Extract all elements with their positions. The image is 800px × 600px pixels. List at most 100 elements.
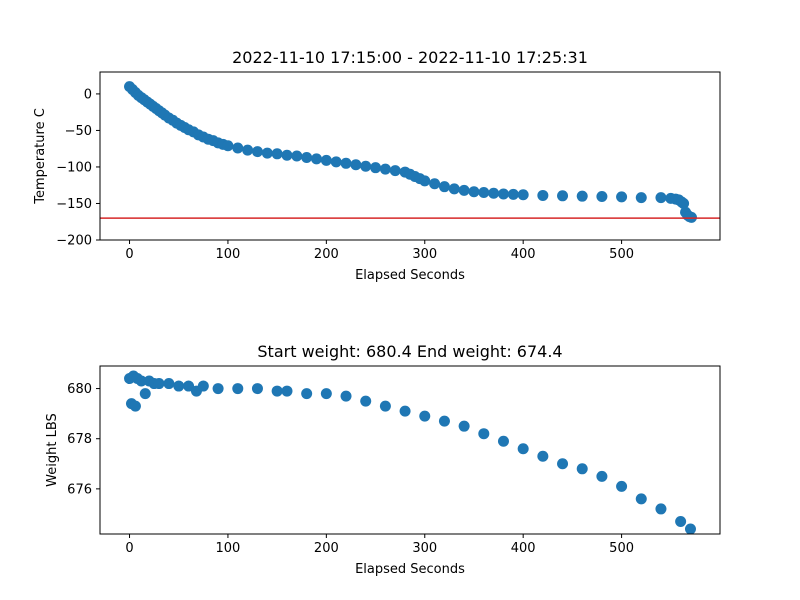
data-point bbox=[596, 191, 608, 203]
data-point bbox=[429, 178, 441, 190]
y-tick-label: −200 bbox=[56, 234, 92, 249]
data-point bbox=[271, 148, 283, 160]
data-point bbox=[438, 181, 450, 193]
data-point bbox=[340, 390, 352, 402]
data-point bbox=[497, 435, 509, 447]
data-point bbox=[517, 189, 529, 201]
y-tick-label: 678 bbox=[67, 432, 92, 447]
data-point bbox=[261, 147, 273, 159]
data-point bbox=[232, 142, 244, 154]
data-point bbox=[458, 184, 470, 196]
data-point bbox=[173, 380, 185, 392]
data-point bbox=[301, 388, 313, 400]
data-point bbox=[163, 378, 175, 390]
data-point bbox=[399, 405, 411, 417]
data-point bbox=[655, 192, 667, 204]
data-point bbox=[320, 388, 332, 400]
chart-panel-1: 2022-11-10 17:15:00 - 2022-11-10 17:25:3… bbox=[33, 48, 721, 283]
data-point bbox=[517, 443, 529, 455]
y-axis-label: Temperature C bbox=[33, 108, 48, 205]
data-point bbox=[438, 415, 450, 427]
data-point bbox=[242, 144, 254, 156]
data-point bbox=[478, 428, 490, 440]
x-tick-label: 200 bbox=[314, 247, 339, 262]
data-point bbox=[330, 156, 342, 168]
y-tick-label: 0 bbox=[84, 87, 92, 102]
data-point bbox=[675, 515, 687, 527]
data-point bbox=[360, 160, 372, 172]
data-point bbox=[458, 420, 470, 432]
axes-frame bbox=[99, 71, 721, 241]
x-tick-label: 100 bbox=[216, 541, 241, 556]
data-point bbox=[497, 188, 509, 200]
data-point bbox=[537, 189, 549, 201]
x-tick-label: 400 bbox=[511, 541, 536, 556]
y-axis-label: Weight LBS bbox=[45, 413, 60, 487]
data-point bbox=[616, 191, 628, 203]
x-tick-label: 0 bbox=[125, 541, 133, 556]
y-tick-label: −100 bbox=[56, 160, 92, 175]
x-tick-label: 500 bbox=[609, 541, 634, 556]
data-point bbox=[678, 197, 690, 209]
data-point bbox=[379, 400, 391, 412]
data-point bbox=[340, 157, 352, 169]
data-series bbox=[124, 370, 696, 534]
x-tick-label: 300 bbox=[412, 541, 437, 556]
data-point bbox=[684, 523, 696, 534]
data-point bbox=[635, 192, 647, 204]
data-point bbox=[281, 385, 293, 397]
data-point bbox=[635, 493, 647, 505]
data-point bbox=[197, 380, 209, 392]
data-point bbox=[232, 383, 244, 395]
y-tick-label: −150 bbox=[56, 197, 92, 212]
chart-panel-2: Start weight: 680.4 End weight: 674.4 0 10… bbox=[45, 342, 721, 577]
data-point bbox=[129, 400, 141, 412]
data-point bbox=[576, 463, 588, 475]
data-point bbox=[557, 190, 569, 202]
data-point bbox=[360, 395, 372, 407]
data-point bbox=[379, 163, 391, 175]
data-point bbox=[291, 150, 303, 162]
data-point bbox=[576, 190, 588, 202]
data-point bbox=[389, 165, 401, 177]
data-point bbox=[153, 378, 165, 390]
x-tick-label: 200 bbox=[314, 541, 339, 556]
data-point bbox=[596, 470, 608, 482]
data-point bbox=[251, 383, 263, 395]
data-point bbox=[311, 153, 323, 165]
data-point bbox=[183, 380, 195, 392]
x-tick-label: 100 bbox=[216, 247, 241, 262]
data-point bbox=[251, 146, 263, 158]
data-point bbox=[320, 154, 332, 166]
data-point bbox=[419, 175, 431, 187]
data-point bbox=[222, 140, 234, 152]
y-tick-label: 680 bbox=[67, 382, 92, 397]
data-point bbox=[655, 503, 667, 515]
x-tick-label: 0 bbox=[125, 247, 133, 262]
data-point bbox=[616, 480, 628, 492]
data-point bbox=[135, 375, 147, 387]
data-point bbox=[419, 410, 431, 422]
data-point bbox=[488, 187, 500, 199]
data-point bbox=[537, 450, 549, 462]
data-point bbox=[507, 188, 519, 200]
y-tick-label: −50 bbox=[65, 124, 92, 139]
x-tick-label: 300 bbox=[412, 247, 437, 262]
data-point bbox=[557, 458, 569, 470]
data-point bbox=[478, 187, 490, 199]
data-point bbox=[281, 149, 293, 161]
data-point bbox=[468, 186, 480, 198]
y-tick-label: 676 bbox=[67, 482, 92, 497]
x-tick-label: 500 bbox=[609, 247, 634, 262]
data-point bbox=[301, 151, 313, 163]
data-point bbox=[212, 383, 224, 395]
chart-title: 2022-11-10 17:15:00 - 2022-11-10 17:25:3… bbox=[232, 48, 588, 67]
data-point bbox=[448, 183, 460, 195]
x-tick-label: 400 bbox=[511, 247, 536, 262]
data-point bbox=[370, 162, 382, 174]
x-axis-label: Elapsed Seconds bbox=[355, 268, 465, 283]
data-point bbox=[271, 385, 283, 397]
data-series bbox=[124, 81, 697, 223]
